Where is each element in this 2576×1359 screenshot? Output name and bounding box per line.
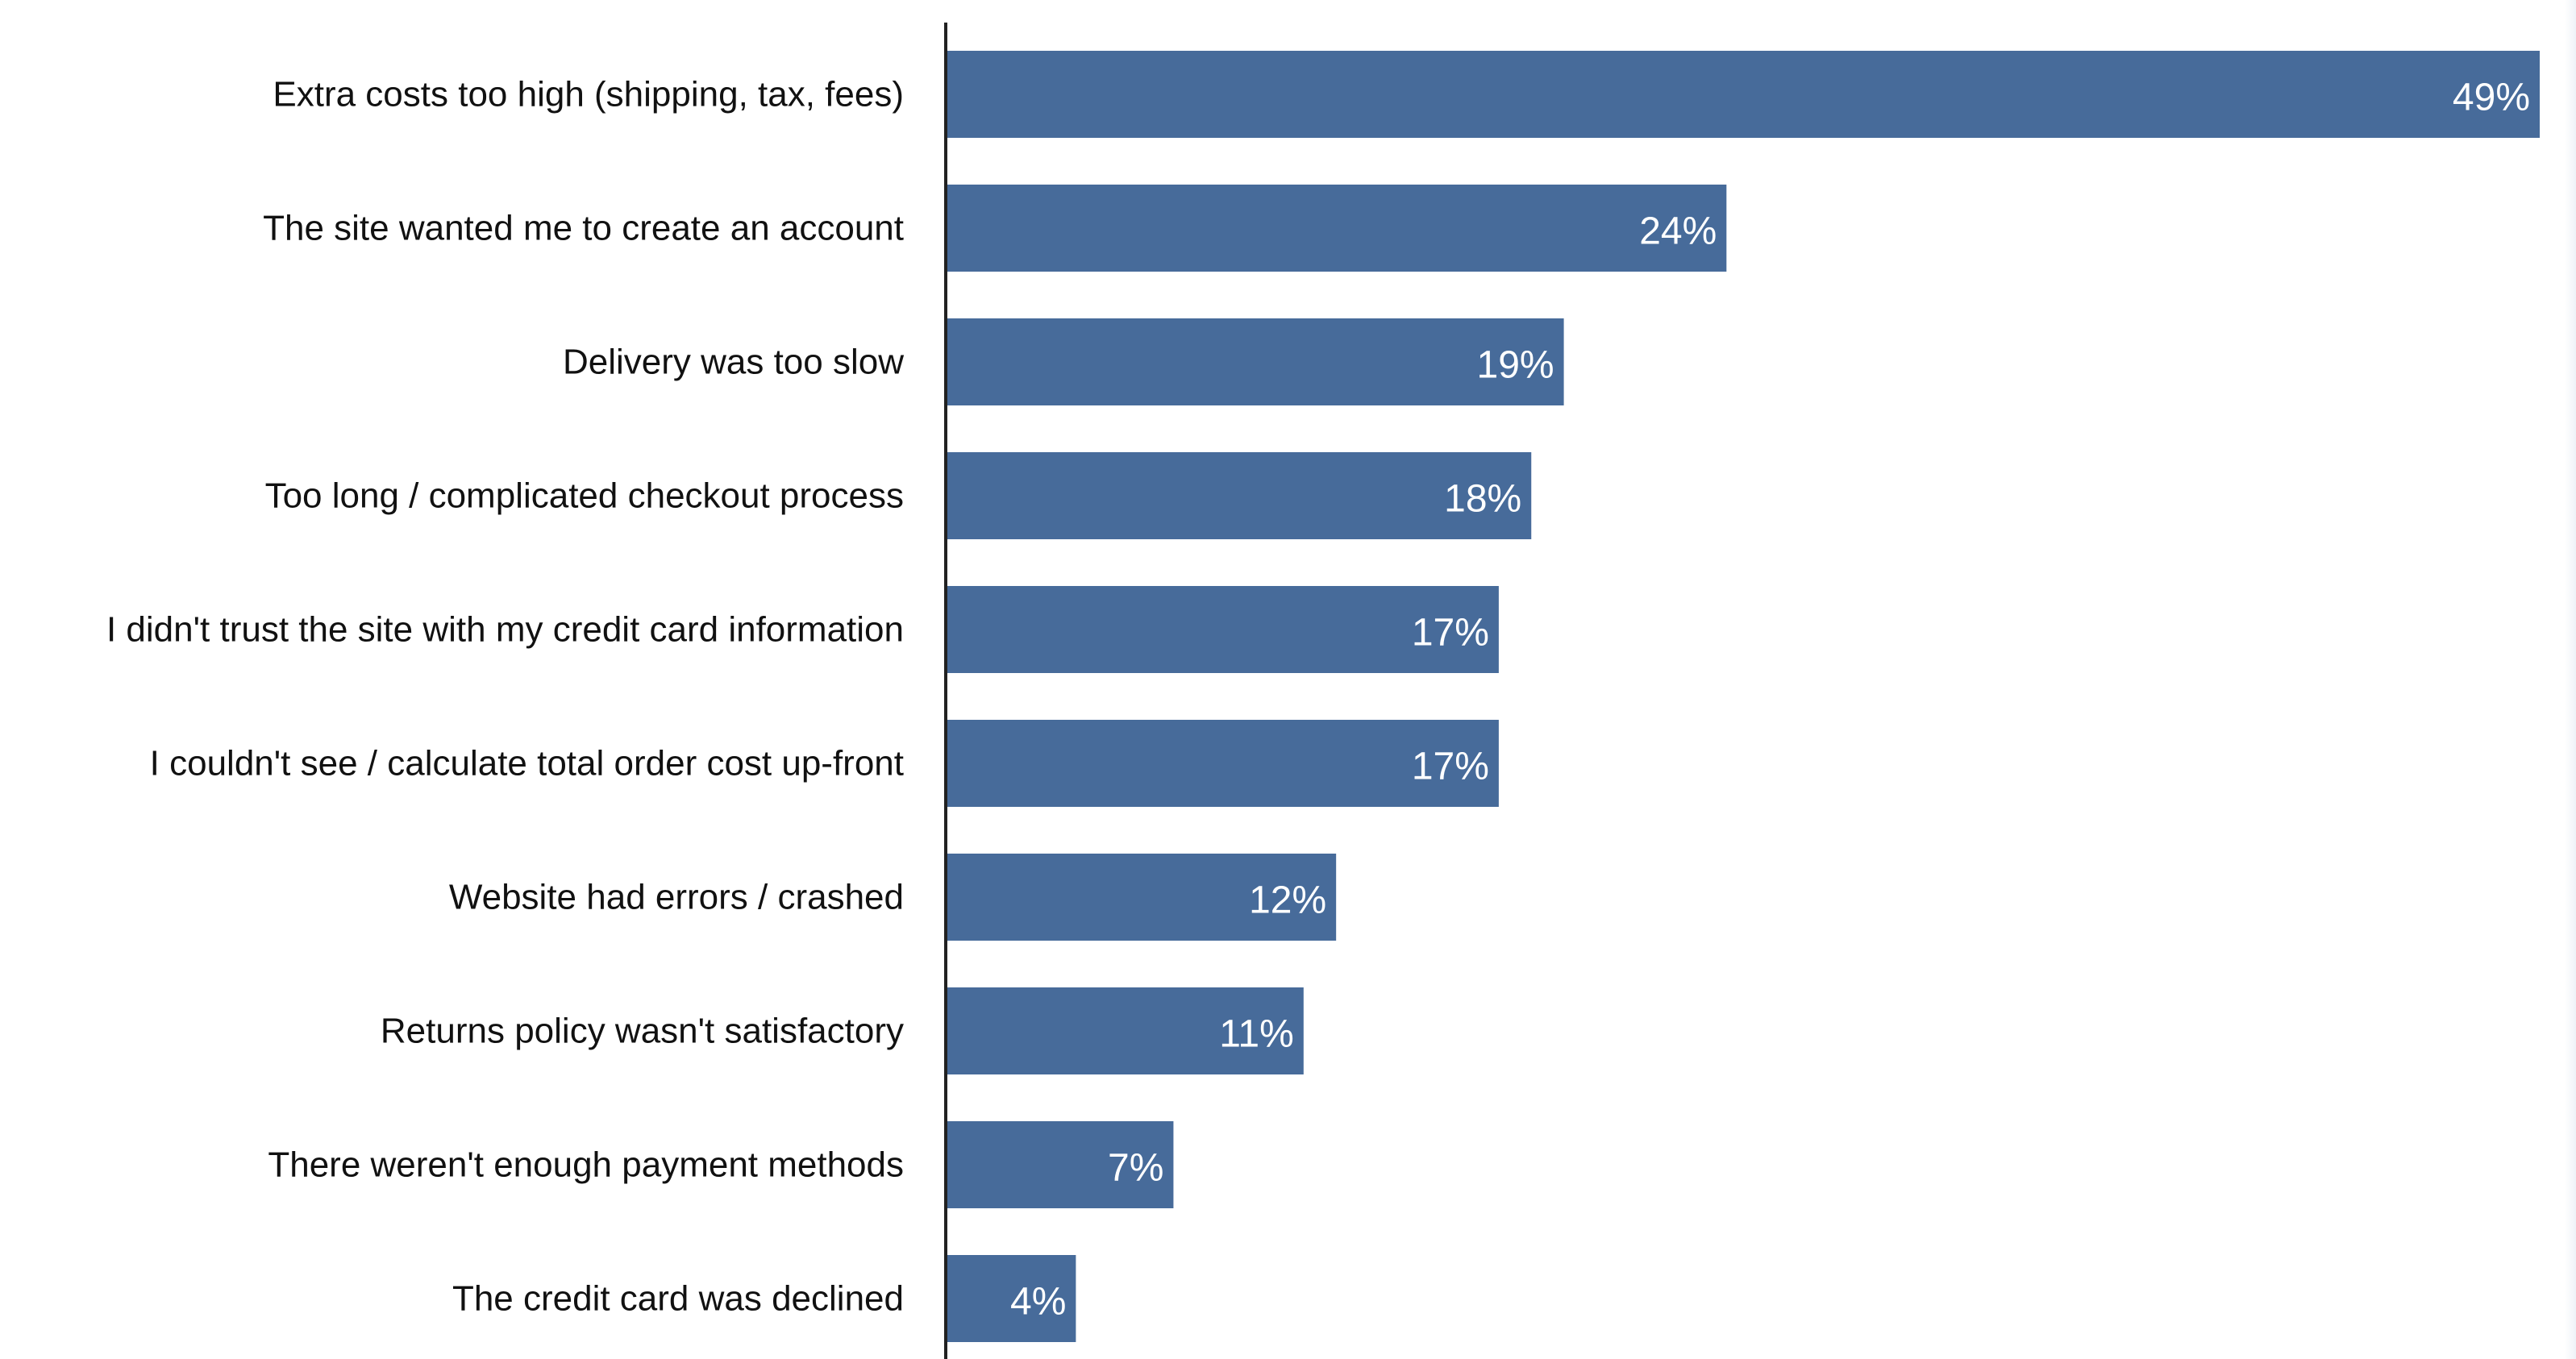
value-label: 18% bbox=[1444, 478, 1521, 521]
bar bbox=[946, 51, 2540, 138]
right-edge-shade bbox=[2565, 0, 2576, 1359]
bar bbox=[946, 452, 1532, 539]
category-label: Returns policy wasn't satisfactory bbox=[381, 1012, 904, 1051]
category-labels: Extra costs too high (shipping, tax, fee… bbox=[106, 75, 904, 1319]
value-label: 24% bbox=[1639, 210, 1717, 253]
value-label: 17% bbox=[1412, 746, 1489, 788]
category-label: Delivery was too slow bbox=[563, 343, 904, 382]
category-label: There weren't enough payment methods bbox=[268, 1145, 904, 1185]
value-labels: 49% 24% 19% 18% 17% 17% 12% 11% 7% 4% bbox=[1010, 77, 2530, 1324]
value-label: 7% bbox=[1108, 1147, 1163, 1190]
category-label: The site wanted me to create an account bbox=[263, 209, 904, 248]
value-label: 49% bbox=[2453, 77, 2530, 119]
category-label: The credit card was declined bbox=[452, 1279, 904, 1319]
bar bbox=[946, 1255, 1076, 1342]
value-label: 17% bbox=[1412, 612, 1489, 655]
category-label: Extra costs too high (shipping, tax, fee… bbox=[273, 75, 904, 114]
value-label: 4% bbox=[1010, 1281, 1066, 1324]
bar bbox=[946, 318, 1564, 405]
bar bbox=[946, 185, 1727, 272]
value-label: 11% bbox=[1219, 1013, 1294, 1056]
bar bbox=[946, 1121, 1174, 1208]
bar bbox=[946, 720, 1499, 807]
bar bbox=[946, 854, 1337, 941]
category-label: Too long / complicated checkout process bbox=[265, 476, 904, 516]
value-label: 12% bbox=[1249, 879, 1326, 922]
category-label: Website had errors / crashed bbox=[449, 878, 904, 917]
bar bbox=[946, 586, 1499, 673]
category-label: I didn't trust the site with my credit c… bbox=[106, 610, 904, 650]
bars-group bbox=[946, 51, 2540, 1342]
bar bbox=[946, 987, 1304, 1074]
category-label: I couldn't see / calculate total order c… bbox=[150, 744, 904, 783]
value-label: 19% bbox=[1477, 344, 1554, 387]
